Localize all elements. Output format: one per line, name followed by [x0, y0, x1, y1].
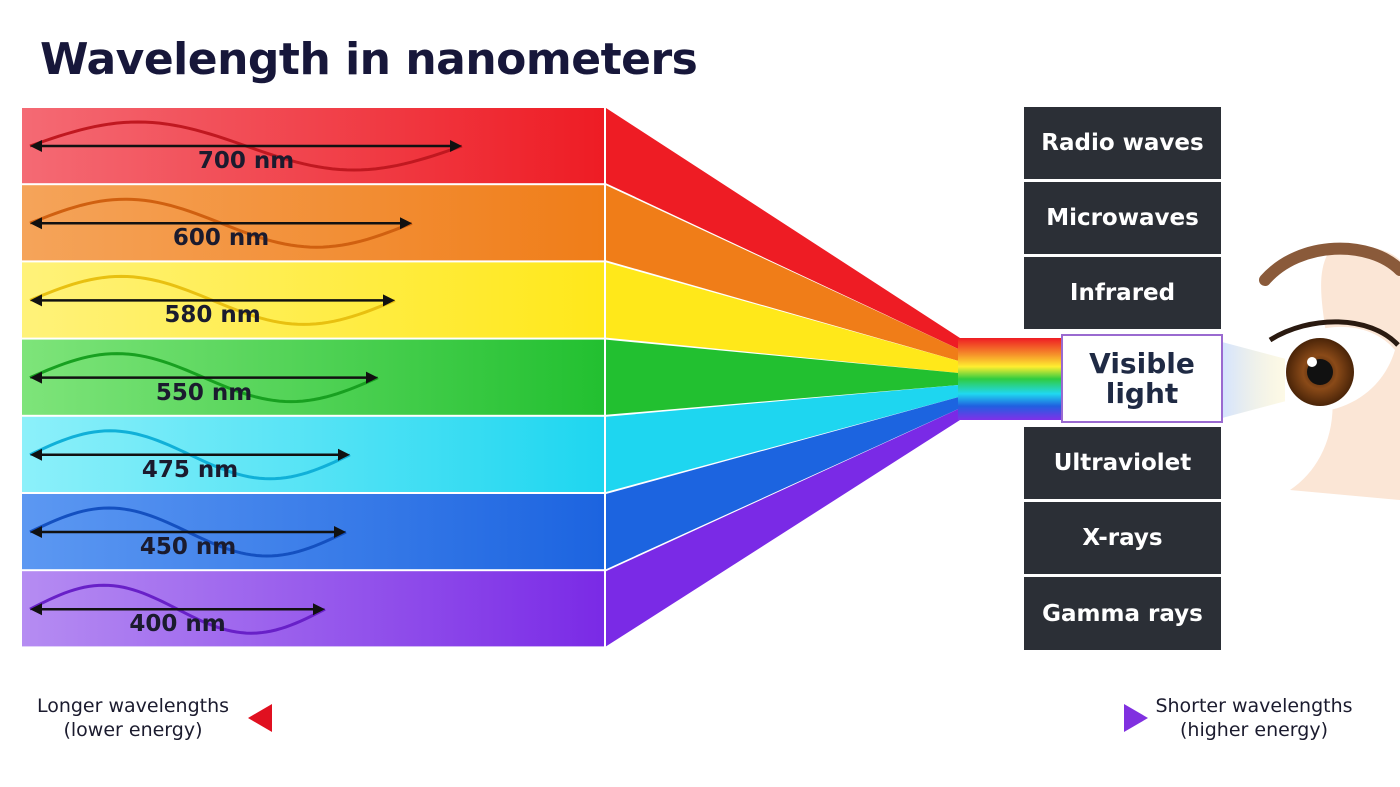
title: Wavelength in nanometers	[40, 34, 698, 85]
arrow-head	[248, 704, 272, 732]
band-label: 400 nm	[129, 611, 226, 638]
spectrum-box	[1024, 577, 1221, 650]
spectrum-box	[1061, 334, 1223, 423]
arrow-head	[1124, 704, 1148, 732]
fan-ray	[606, 185, 960, 362]
band-label: 580 nm	[164, 302, 261, 329]
spectrum-boxes	[1024, 107, 1223, 650]
band-label: 700 nm	[197, 148, 295, 174]
fan-ray	[606, 262, 960, 374]
spectrum-label: Gamma rays	[1042, 600, 1203, 627]
spectrum-label: Microwaves	[1046, 205, 1199, 231]
band-label: 550 nm	[155, 379, 253, 406]
arrow-head	[30, 526, 42, 538]
scale-right: Shorter wavelengths (higher energy)	[1134, 694, 1374, 742]
fan-ray	[606, 108, 960, 350]
arrow-head	[334, 526, 346, 538]
spectrum-label: Radio waves	[1041, 130, 1204, 156]
arrow-head	[30, 603, 42, 616]
spectrum-label: Ultraviolet	[1053, 450, 1192, 476]
arrow-head	[383, 294, 395, 307]
spectrum-label: X-rays	[1082, 525, 1163, 551]
band-label: 600 nm	[172, 225, 270, 252]
fan-ray	[606, 408, 960, 647]
scale-text: Shorter wavelengths	[1155, 695, 1353, 717]
spectrum-box	[1024, 182, 1221, 254]
arrow-head	[313, 603, 325, 616]
fan-ray	[606, 339, 960, 415]
spectrum-box	[1024, 257, 1221, 329]
arrow-head	[30, 294, 42, 307]
scale-left: Longer wavelengths (lower energy)	[13, 694, 253, 742]
light-cone	[1222, 342, 1290, 418]
arrow-head	[30, 217, 42, 230]
arrow-head	[450, 140, 462, 152]
arrow-head	[30, 448, 42, 461]
spectrum-label: Visible light	[1089, 346, 1195, 410]
band-label: 450 nm	[139, 534, 237, 560]
prism-beam	[958, 338, 1063, 420]
arrow-head	[30, 371, 42, 384]
band-label: 475 nm	[141, 456, 239, 483]
arrow-head	[338, 448, 350, 461]
spectrum-label: Infrared	[1069, 280, 1176, 306]
scale-text: (lower energy)	[63, 719, 203, 741]
scale-text: (higher energy)	[1180, 719, 1328, 741]
spectrum-box	[1024, 427, 1221, 499]
arrow-head	[400, 217, 412, 230]
fan-ray	[606, 384, 960, 492]
arrow-head	[366, 371, 378, 384]
eye	[1259, 242, 1400, 500]
scale-text: Longer wavelengths	[36, 695, 230, 717]
fan-ray	[606, 396, 960, 570]
spectrum-box	[1024, 107, 1221, 179]
arrow-head	[30, 140, 42, 152]
spectrum-box	[1024, 502, 1221, 574]
bands	[22, 108, 960, 647]
